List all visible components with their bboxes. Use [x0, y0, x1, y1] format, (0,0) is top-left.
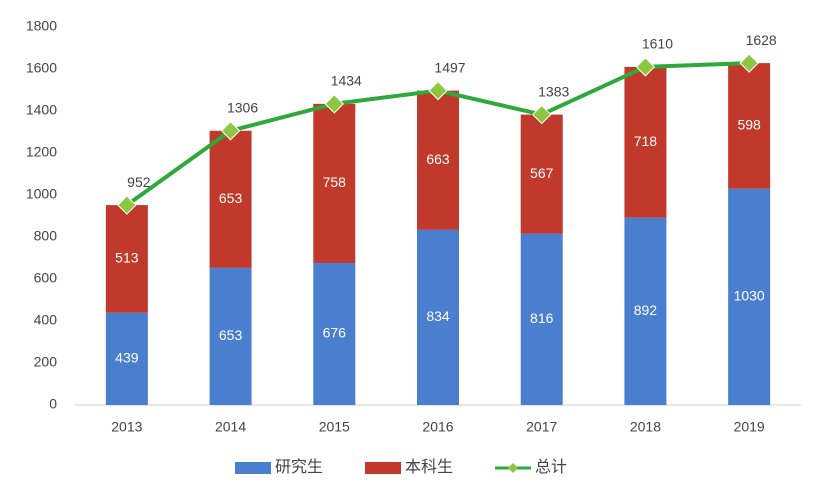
y-tick-label: 400 [34, 312, 58, 328]
y-tick-label: 600 [34, 270, 58, 286]
data-label: 1383 [538, 83, 569, 99]
data-label: 952 [127, 174, 151, 190]
legend-swatch [235, 462, 271, 474]
bar-segment [520, 114, 563, 234]
y-tick-label: 800 [34, 228, 58, 244]
line-marker [428, 80, 448, 101]
data-label: 676 [323, 325, 347, 341]
bar-segment [728, 188, 771, 405]
y-tick-label: 1600 [26, 60, 57, 76]
data-label: 758 [323, 174, 347, 190]
data-label: 513 [115, 250, 139, 266]
legend-label: 本科生 [405, 458, 453, 476]
line-marker [739, 53, 759, 73]
line-marker [324, 94, 344, 114]
data-label: 834 [426, 308, 450, 324]
x-tick-label: 2014 [215, 419, 246, 435]
y-tick-label: 1400 [26, 102, 57, 118]
bar-segment [624, 217, 667, 405]
data-label: 1497 [434, 59, 465, 75]
legend-label: 总计 [535, 458, 567, 476]
line-marker [117, 195, 137, 215]
bar-segment [209, 130, 252, 268]
data-label: 816 [530, 310, 554, 326]
bar-segment [417, 229, 459, 405]
bar-segment [520, 233, 563, 405]
bar-segment [105, 205, 148, 313]
data-label: 1610 [642, 36, 673, 52]
x-tick-label: 2013 [111, 419, 142, 435]
line-marker [532, 104, 552, 125]
bar-segment [209, 267, 252, 405]
data-label: 598 [737, 117, 761, 133]
data-label: 653 [219, 190, 243, 206]
legend-swatch [365, 462, 401, 474]
y-tick-label: 1200 [26, 144, 57, 160]
bar-segment [105, 312, 148, 405]
y-tick-label: 1000 [26, 186, 57, 202]
data-label: 892 [634, 302, 658, 318]
line-marker [220, 121, 241, 141]
x-tick-label: 2018 [630, 419, 661, 435]
legend-label: 研究生 [275, 458, 323, 476]
data-label: 1628 [746, 32, 777, 48]
x-tick-label: 2019 [734, 419, 765, 435]
data-label: 439 [115, 350, 139, 366]
bar-segment [313, 263, 356, 405]
x-tick-label: 2017 [526, 419, 557, 435]
legend-swatch [508, 463, 518, 473]
data-label: 718 [634, 133, 658, 149]
bar-segment [417, 90, 459, 230]
x-tick-label: 2015 [319, 419, 350, 435]
data-label: 653 [219, 327, 243, 343]
y-tick-label: 1800 [26, 18, 57, 34]
data-label: 1306 [227, 99, 258, 115]
bar-segment [624, 66, 667, 218]
data-label: 663 [426, 151, 450, 167]
y-tick-label: 200 [34, 354, 58, 370]
bar-segment [313, 103, 356, 264]
data-label: 567 [530, 165, 554, 181]
y-tick-label: 0 [49, 396, 57, 412]
bar-segment [728, 63, 771, 189]
data-label: 1434 [331, 73, 362, 89]
data-label: 1030 [734, 288, 765, 304]
line-marker [635, 57, 656, 77]
x-tick-label: 2016 [422, 419, 453, 435]
